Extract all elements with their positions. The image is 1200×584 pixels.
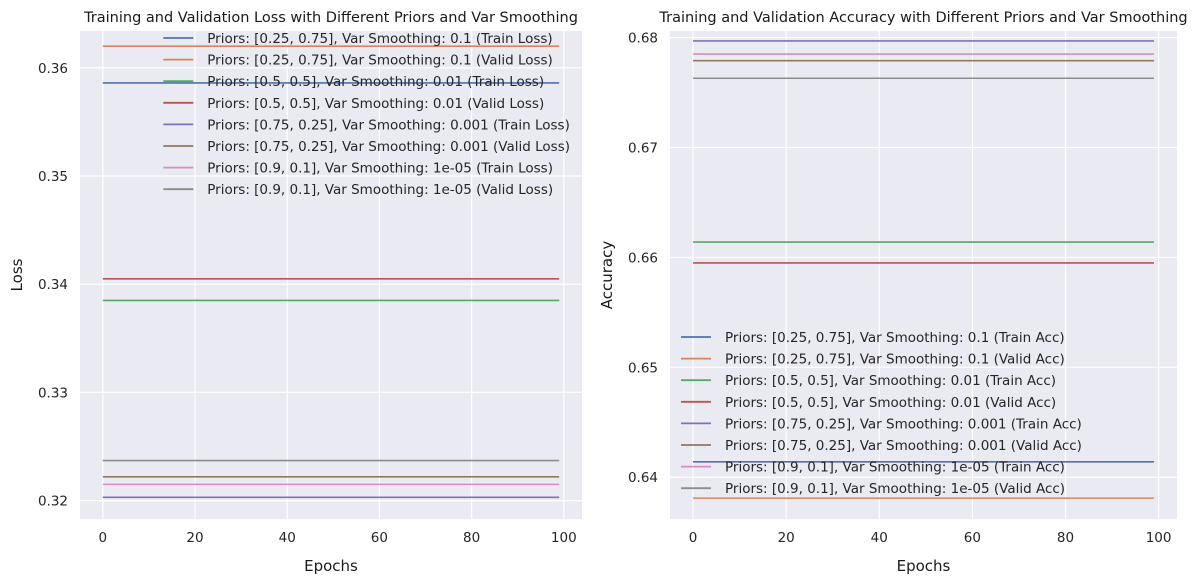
y-tick-label: 0.66 (628, 250, 658, 266)
legend-entry-label: Priors: [0.75, 0.25], Var Smoothing: 0.0… (725, 416, 1082, 432)
plot-area (80, 31, 582, 519)
y-axis-label: Loss (8, 258, 26, 291)
y-tick-label: 0.68 (628, 31, 658, 47)
chart-title: Training and Validation Accuracy with Di… (658, 10, 1187, 26)
x-tick-label: 100 (551, 530, 577, 546)
y-tick-label: 0.33 (38, 385, 68, 401)
legend: Priors: [0.25, 0.75], Var Smoothing: 0.1… (163, 31, 570, 198)
y-tick-label: 0.32 (38, 494, 68, 510)
legend-entry-label: Priors: [0.9, 0.1], Var Smoothing: 1e-05… (207, 161, 553, 177)
y-tick-label: 0.35 (38, 169, 68, 185)
y-tick-label: 0.67 (628, 141, 658, 157)
x-tick-label: 80 (1057, 530, 1074, 546)
legend-entry-label: Priors: [0.5, 0.5], Var Smoothing: 0.01 … (207, 74, 544, 90)
chart-title: Training and Validation Loss with Differ… (83, 10, 578, 26)
y-tick-label: 0.34 (38, 277, 68, 293)
legend-entry-label: Priors: [0.5, 0.5], Var Smoothing: 0.01 … (207, 96, 544, 112)
x-tick-label: 20 (778, 530, 795, 546)
y-axis-label: Accuracy (598, 241, 616, 310)
x-axis-label: Epochs (304, 557, 358, 575)
legend-entry-label: Priors: [0.75, 0.25], Var Smoothing: 0.0… (207, 139, 570, 155)
legend-entry-label: Priors: [0.5, 0.5], Var Smoothing: 0.01 … (725, 395, 1056, 411)
x-axis-label: Epochs (897, 557, 951, 575)
legend-entry-label: Priors: [0.25, 0.75], Var Smoothing: 0.1… (207, 53, 553, 69)
legend-entry-label: Priors: [0.75, 0.25], Var Smoothing: 0.0… (725, 438, 1082, 454)
legend-entry-label: Priors: [0.25, 0.75], Var Smoothing: 0.1… (725, 352, 1065, 368)
x-tick-label: 40 (871, 530, 888, 546)
y-tick-label: 0.36 (38, 61, 68, 77)
chart-panel-1: 0 20 40 60 80 100 0.32 0.33 0.34 0.35 0.36 Training… (8, 10, 582, 575)
x-tick-label: 60 (371, 530, 388, 546)
legend-entry-label: Priors: [0.75, 0.25], Var Smoothing: 0.0… (207, 117, 570, 133)
y-tick-label: 0.64 (628, 470, 658, 486)
legend-entry-label: Priors: [0.5, 0.5], Var Smoothing: 0.01 … (725, 373, 1056, 389)
x-tick-label: 0 (689, 530, 698, 546)
x-tick-label: 100 (1146, 530, 1172, 546)
x-tick-label: 20 (186, 530, 203, 546)
legend-entry-label: Priors: [0.25, 0.75], Var Smoothing: 0.1… (725, 330, 1065, 346)
legend-entry-label: Priors: [0.9, 0.1], Var Smoothing: 1e-05… (725, 460, 1065, 476)
chart-panel-2: 0 20 40 60 80 100 0.64 0.65 0.66 0.67 0.68Training… (598, 10, 1188, 575)
x-tick-label: 80 (463, 530, 480, 546)
y-tick-label: 0.65 (628, 360, 658, 376)
x-tick-label: 0 (99, 530, 108, 546)
legend-entry-label: Priors: [0.9, 0.1], Var Smoothing: 1e-05… (207, 182, 553, 198)
legend-entry-label: Priors: [0.9, 0.1], Var Smoothing: 1e-05… (725, 481, 1065, 497)
plot-area (670, 31, 1177, 519)
x-tick-label: 40 (279, 530, 296, 546)
legend: Priors: [0.25, 0.75], Var Smoothing: 0.1… (681, 330, 1082, 497)
x-tick-label: 60 (964, 530, 981, 546)
legend-entry-label: Priors: [0.25, 0.75], Var Smoothing: 0.1… (207, 31, 552, 47)
